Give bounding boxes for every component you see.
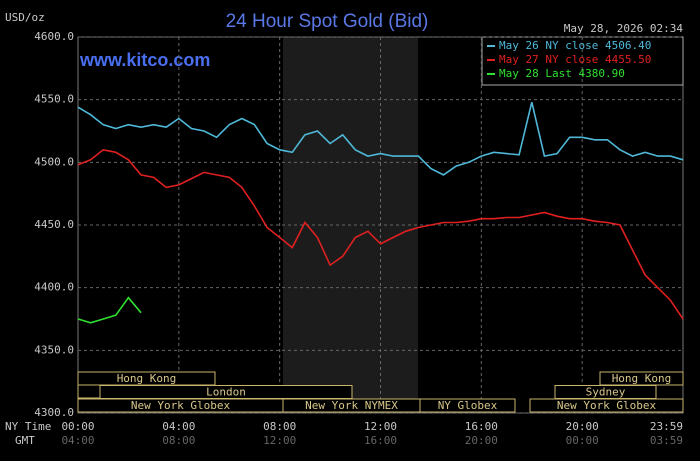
series-line bbox=[77, 102, 684, 176]
x2-tick-label: 16:00 bbox=[364, 434, 397, 447]
x2-tick-label: 04:00 bbox=[61, 434, 94, 447]
session-label: New York Globex bbox=[131, 399, 231, 412]
session-bar bbox=[529, 398, 684, 413]
session-label: Sydney bbox=[586, 386, 626, 399]
series-line bbox=[77, 148, 684, 320]
x2-tick-label: 12:00 bbox=[263, 434, 296, 447]
session-label: Hong Kong bbox=[117, 372, 177, 385]
x2-tick-label: 08:00 bbox=[162, 434, 195, 447]
x-tick-label: 08:00 bbox=[263, 420, 296, 433]
session-label: New York Globex bbox=[557, 399, 657, 412]
x2-tick-label: 20:00 bbox=[465, 434, 498, 447]
x-tick-label: 23:59 bbox=[650, 420, 683, 433]
x2-label: GMT bbox=[15, 434, 35, 447]
y-tick-label: 4600.0 bbox=[34, 30, 74, 43]
session-label: New York NYMEX bbox=[305, 399, 398, 412]
legend-label: May 28 Last 4380.90 bbox=[499, 67, 625, 80]
session-label: Hong Kong bbox=[612, 372, 672, 385]
legend-label: May 27 NY close 4455.50 bbox=[499, 53, 651, 66]
timestamp: May 28, 2026 02:34 bbox=[564, 22, 684, 35]
y-tick-label: 4500.0 bbox=[34, 155, 74, 168]
x-tick-label: 20:00 bbox=[566, 420, 599, 433]
session-bar bbox=[419, 398, 516, 413]
y-tick-label: 4550.0 bbox=[34, 93, 74, 106]
y-tick-label: 4450.0 bbox=[34, 218, 74, 231]
x-tick-label: 12:00 bbox=[364, 420, 397, 433]
legend-label: May 26 NY close 4506.40 bbox=[499, 39, 651, 52]
x2-tick-label: 03:59 bbox=[650, 434, 683, 447]
session-bar bbox=[599, 371, 684, 386]
y-tick-label: 4300.0 bbox=[34, 406, 74, 419]
y-tick-label: 4400.0 bbox=[34, 281, 74, 294]
y-tick-label: 4350.0 bbox=[34, 343, 74, 356]
chart-title: 24 Hour Spot Gold (Bid) bbox=[226, 11, 429, 32]
session-label: NY Globex bbox=[438, 399, 498, 412]
x-tick-label: 04:00 bbox=[162, 420, 195, 433]
x-label: NY Time bbox=[5, 420, 51, 433]
x-tick-label: 00:00 bbox=[61, 420, 94, 433]
session-bar bbox=[77, 384, 101, 399]
x2-tick-label: 00:00 bbox=[566, 434, 599, 447]
website: www.kitco.com bbox=[79, 50, 210, 70]
session-label: London bbox=[206, 386, 246, 399]
x-tick-label: 16:00 bbox=[465, 420, 498, 433]
y-unit: USD/oz bbox=[5, 11, 45, 24]
series-line bbox=[77, 296, 142, 324]
